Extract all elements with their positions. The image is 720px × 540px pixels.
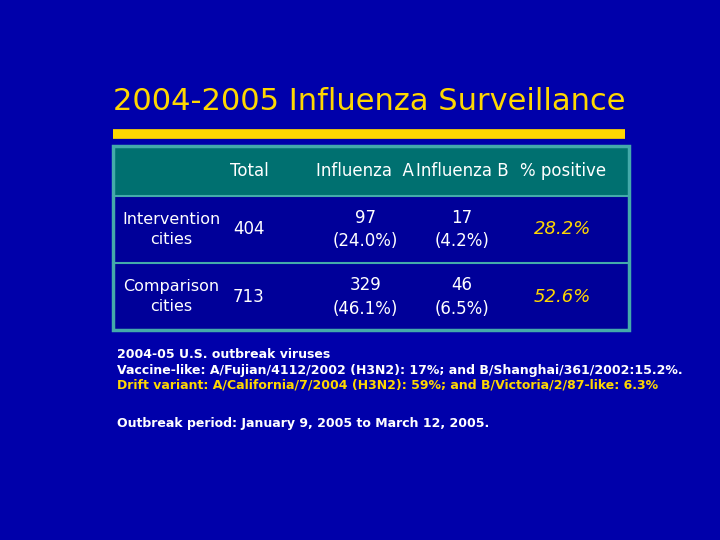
Text: 28.2%: 28.2% [534,220,591,238]
Text: Comparison
cities: Comparison cities [123,279,220,314]
Bar [113,146,629,330]
Text: Outbreak period: January 9, 2005 to March 12, 2005.: Outbreak period: January 9, 2005 to Marc… [117,417,490,430]
Text: 46
(6.5%): 46 (6.5%) [435,276,490,318]
Text: 97
(24.0%): 97 (24.0%) [333,208,398,250]
Text: Intervention
cities: Intervention cities [122,212,220,247]
Text: Drift variant: A/California/7/2004 (H3N2): 59%; and B/Victoria/2/87-like: 6.3%: Drift variant: A/California/7/2004 (H3N2… [117,379,658,392]
Bar [113,195,629,330]
Bar [113,146,629,330]
Text: 17
(4.2%): 17 (4.2%) [435,208,490,250]
Text: 52.6%: 52.6% [534,288,591,306]
Text: 2004-2005 Influenza Surveillance: 2004-2005 Influenza Surveillance [113,87,625,116]
Text: 329
(46.1%): 329 (46.1%) [333,276,398,318]
Text: 713: 713 [233,288,265,306]
Text: 2004-05 U.S. outbreak viruses: 2004-05 U.S. outbreak viruses [117,348,330,361]
Text: % positive: % positive [520,161,606,180]
Text: Total: Total [230,161,269,180]
Text: 404: 404 [233,220,265,238]
Text: Influenza  A: Influenza A [316,161,414,180]
Text: Vaccine-like: A/Fujian/4112/2002 (H3N2): 17%; and B/Shanghai/361/2002:15.2%.: Vaccine-like: A/Fujian/4112/2002 (H3N2):… [117,363,683,376]
Text: Influenza B: Influenza B [415,161,508,180]
